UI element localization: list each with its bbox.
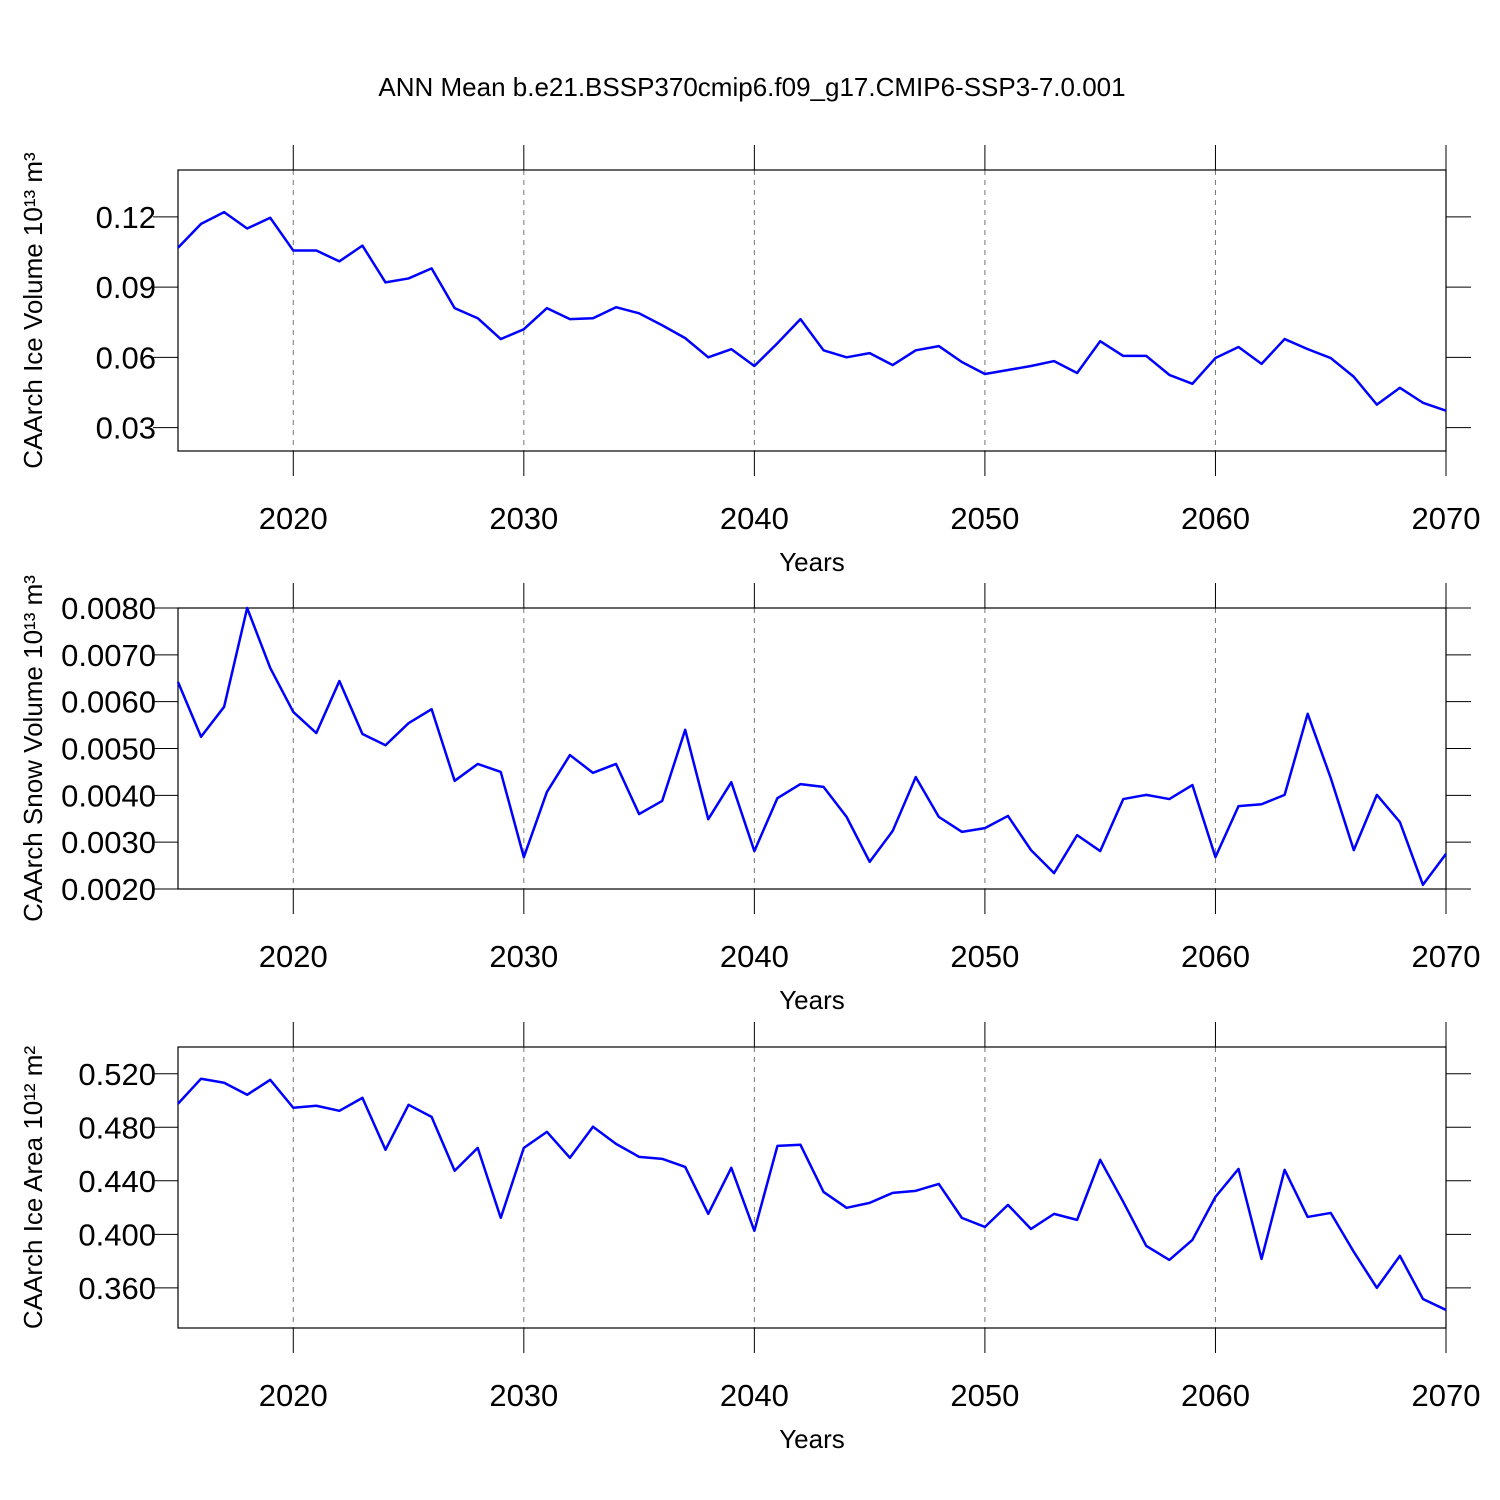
y-tick-label: 0.480 [78, 1110, 156, 1145]
plot-frame [177, 607, 1447, 890]
data-line [177, 1077, 1447, 1312]
data-line [177, 210, 1447, 412]
figure-title: ANN Mean b.e21.BSSP370cmip6.f09_g17.CMIP… [378, 72, 1125, 102]
y-tick-label: 0.520 [78, 1057, 156, 1092]
x-tick-label: 2060 [1181, 1378, 1250, 1413]
x-tick-label: 2040 [720, 939, 789, 974]
x-tick-label: 2050 [950, 1378, 1019, 1413]
x-tick-label: 2020 [259, 1378, 328, 1413]
y-tick-label: 0.0050 [61, 732, 156, 767]
y-tick-label: 0.06 [96, 340, 156, 375]
x-tick-label: 2050 [950, 939, 1019, 974]
x-axis-title: Years [779, 985, 845, 1015]
y-tick-label: 0.0030 [61, 825, 156, 860]
x-tick-label: 2030 [489, 501, 558, 536]
x-axis-title: Years [779, 1424, 845, 1454]
x-tick-label: 2060 [1181, 939, 1250, 974]
x-axis-title: Years [779, 547, 845, 577]
y-tick-label: 0.400 [78, 1217, 156, 1252]
plot-frame [177, 169, 1447, 452]
x-tick-label: 2060 [1181, 501, 1250, 536]
y-axis-title: CAArch Ice Volume 10¹³ m³ [18, 152, 48, 469]
x-tick-label: 2020 [259, 501, 328, 536]
x-tick-label: 2070 [1412, 501, 1481, 536]
y-tick-label: 0.0060 [61, 685, 156, 720]
y-tick-label: 0.09 [96, 270, 156, 305]
x-tick-label: 2070 [1412, 1378, 1481, 1413]
y-tick-label: 0.0070 [61, 638, 156, 673]
y-tick-label: 0.12 [96, 200, 156, 235]
y-tick-label: 0.0080 [61, 591, 156, 626]
x-tick-label: 2050 [950, 501, 1019, 536]
y-tick-label: 0.0020 [61, 872, 156, 907]
y-axis-title: CAArch Snow Volume 10¹³ m³ [18, 575, 48, 922]
x-tick-label: 2040 [720, 1378, 789, 1413]
x-tick-label: 2030 [489, 1378, 558, 1413]
data-line [176, 606, 1448, 887]
x-tick-label: 2040 [720, 501, 789, 536]
y-tick-label: 0.440 [78, 1164, 156, 1199]
y-axis-title: CAArch Ice Area 10¹² m² [18, 1046, 48, 1330]
y-tick-label: 0.0040 [61, 778, 156, 813]
y-tick-label: 0.03 [96, 411, 156, 446]
x-tick-label: 2070 [1412, 939, 1481, 974]
y-tick-label: 0.360 [78, 1271, 156, 1306]
x-tick-label: 2020 [259, 939, 328, 974]
plot-frame [177, 1046, 1447, 1329]
x-tick-label: 2030 [489, 939, 558, 974]
